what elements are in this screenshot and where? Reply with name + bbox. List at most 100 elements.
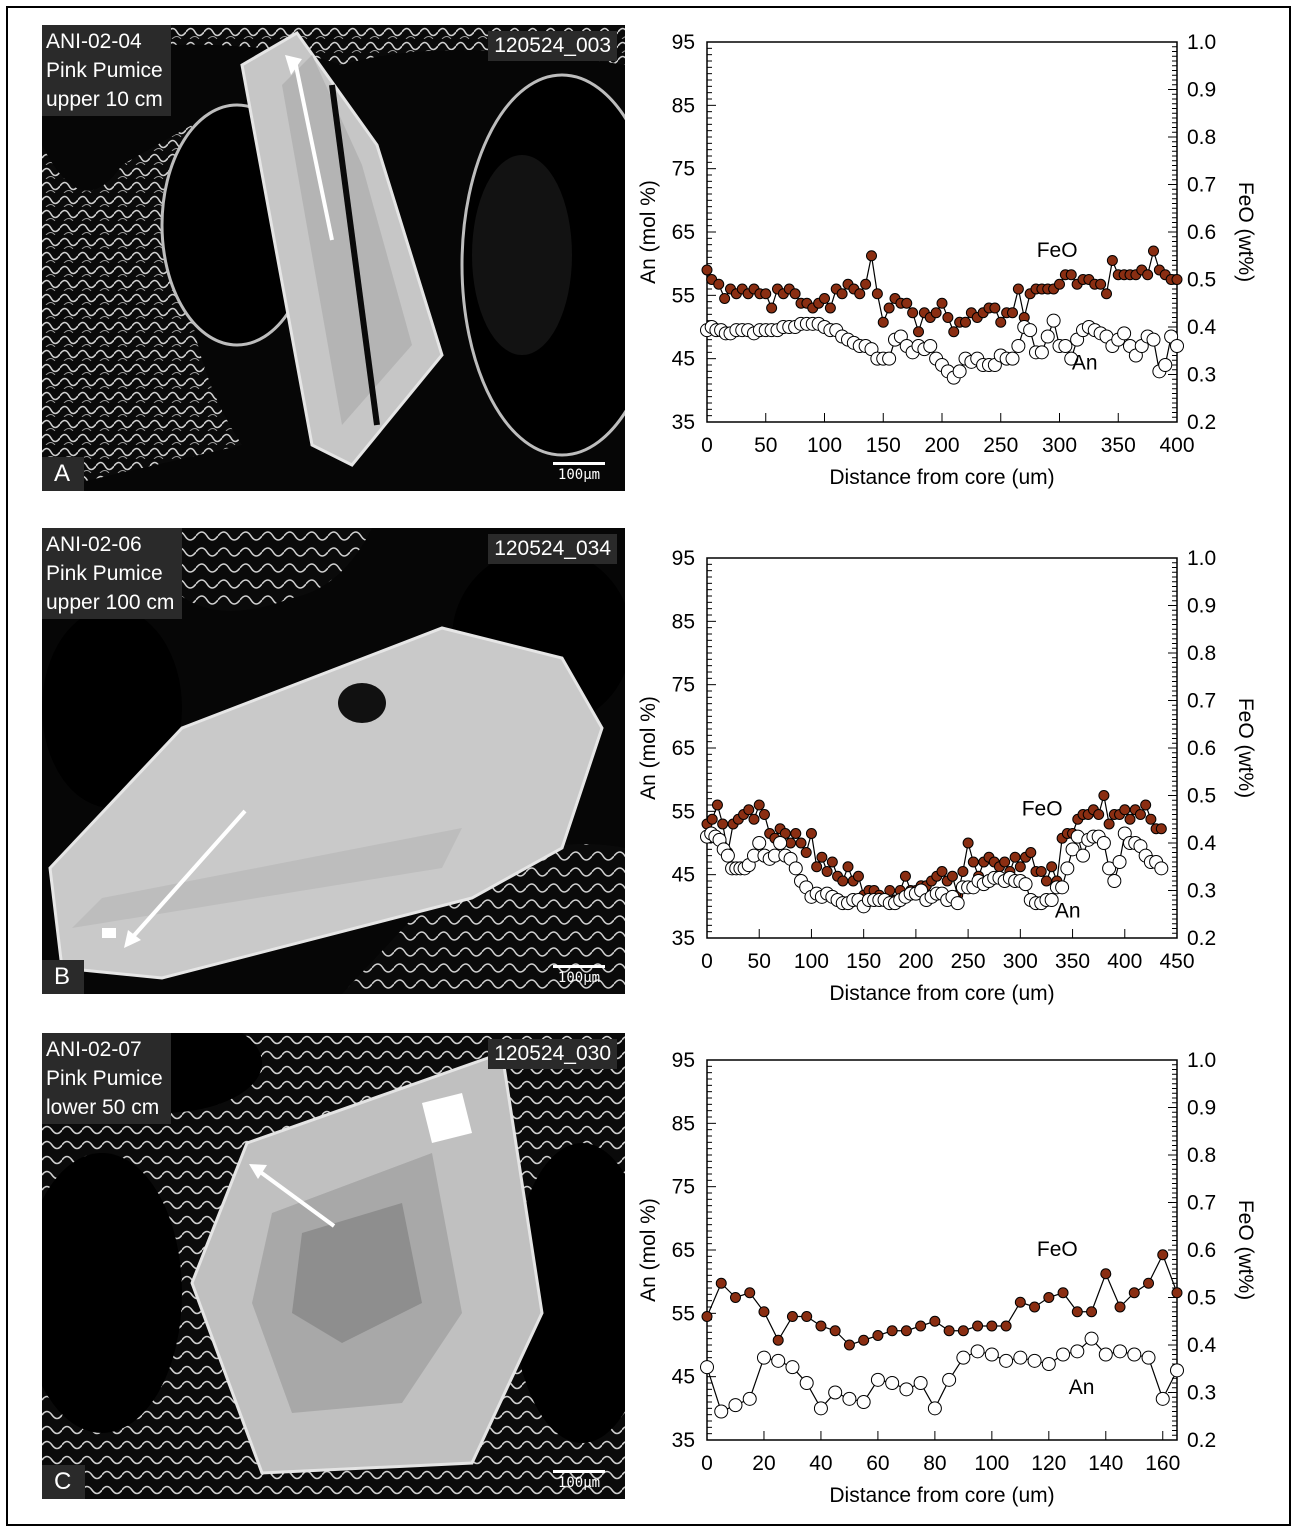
data-point-an	[1044, 893, 1059, 907]
scale-bar-a: 100μm	[553, 462, 605, 483]
sample-info-a: ANI-02-04 Pink Pumice upper 10 cm	[42, 25, 171, 116]
y-axis-title: An (mol %)	[637, 180, 660, 284]
panel-label-a: A	[42, 457, 85, 491]
data-point-feo	[811, 861, 823, 873]
chart-a: 0 50 100 150 200 250 300 350 400 35 45 55 65 75 85 95 0.…	[625, 22, 1297, 492]
data-point-feo	[748, 813, 760, 825]
x-axis-title: Distance from core (um)	[829, 466, 1054, 489]
data-point-feo	[877, 316, 889, 328]
y2-tick-label: 0.7	[1187, 1192, 1216, 1215]
y2-tick-label: 0.5	[1187, 1287, 1216, 1310]
data-point-feo	[854, 288, 866, 300]
data-point-feo	[744, 1287, 756, 1299]
y-tick-label: 95	[672, 31, 695, 54]
scale-label: 100μm	[557, 1475, 601, 1491]
data-point-an	[885, 1376, 900, 1390]
data-point-an	[1170, 339, 1184, 353]
data-point-an	[882, 351, 897, 366]
data-point-an	[1055, 880, 1070, 895]
data-point-feo	[1098, 790, 1110, 801]
data-point-an	[1046, 313, 1061, 328]
data-point-feo	[717, 818, 729, 830]
data-point-feo	[843, 1339, 855, 1351]
data-point-feo	[967, 856, 979, 868]
series-line-feo	[706, 1253, 1178, 1346]
data-point-an	[1141, 1350, 1156, 1365]
data-point-feo	[1134, 809, 1146, 820]
data-point-feo	[790, 828, 802, 839]
data-point-an	[923, 339, 938, 353]
data-point-an	[870, 1372, 885, 1387]
data-point-feo	[883, 302, 895, 314]
x-tick-label: 250	[983, 434, 1018, 457]
x-tick-label: 80	[923, 1452, 946, 1475]
data-point-an	[950, 896, 965, 911]
data-point-an	[1060, 861, 1075, 876]
y-tick-label: 35	[672, 1429, 695, 1452]
data-point-feo	[1171, 1287, 1183, 1299]
x-tick-label: 20	[752, 1452, 775, 1475]
data-point-feo	[936, 297, 948, 309]
data-point-an	[1023, 323, 1038, 338]
y-tick-label: 65	[672, 737, 695, 760]
x-tick-label: 150	[846, 950, 881, 973]
data-point-feo	[1093, 809, 1105, 820]
data-point-feo	[789, 288, 801, 300]
data-point-an	[1158, 358, 1173, 372]
data-point-feo	[1025, 847, 1037, 858]
image-id-a: 120524_003	[488, 31, 617, 61]
data-point-an	[1107, 874, 1122, 888]
chart-b: 0 50 100 150 200 250 300 350 400 450 35 45 55 65 75 85 9…	[625, 538, 1297, 1008]
sample-info-c: ANI-02-07 Pink Pumice lower 50 cm	[42, 1033, 171, 1124]
sample-id: ANI-02-07	[46, 1038, 142, 1061]
y-tick-label: 55	[672, 1302, 695, 1325]
data-point-feo	[913, 326, 924, 338]
y-tick-label: 85	[672, 94, 695, 117]
data-point-an	[1058, 339, 1073, 353]
x-tick-label: 150	[866, 434, 901, 457]
data-point-an	[1170, 1363, 1184, 1378]
y2-tick-label: 0.6	[1187, 221, 1216, 244]
data-point-feo	[1142, 269, 1154, 281]
y2-tick-label: 1.0	[1187, 547, 1216, 570]
y-tick-label: 75	[672, 674, 695, 697]
data-point-feo	[715, 1277, 727, 1289]
data-point-an	[1064, 351, 1079, 366]
data-point-an	[1011, 339, 1026, 353]
data-point-feo	[1157, 1249, 1169, 1261]
data-point-an	[752, 836, 767, 850]
data-point-feo	[1114, 1301, 1126, 1313]
data-point-feo	[999, 856, 1011, 868]
y2-tick-label: 0.7	[1187, 690, 1216, 713]
data-point-an	[1065, 842, 1080, 857]
data-point-feo	[1014, 1296, 1026, 1308]
data-point-feo	[766, 302, 778, 314]
data-point-an	[1018, 877, 1033, 892]
y2-tick-label: 0.6	[1187, 737, 1216, 760]
data-point-feo	[1040, 875, 1052, 887]
data-point-feo	[1014, 861, 1026, 873]
y-tick-label: 75	[672, 158, 695, 181]
y2-tick-label: 0.5	[1187, 785, 1216, 808]
series-label-an: An	[1072, 352, 1098, 375]
series-label-feo: FeO	[1037, 1238, 1078, 1261]
y2-tick-label: 0.7	[1187, 174, 1216, 197]
x-tick-label: 350	[1101, 434, 1136, 457]
plot-frame	[706, 1059, 1178, 1441]
y2-tick-label: 0.4	[1187, 832, 1217, 855]
y2-tick-label: 0.8	[1187, 642, 1216, 665]
y-tick-label: 45	[672, 864, 695, 887]
series-label-feo: FeO	[1022, 798, 1063, 821]
data-point-feo	[929, 1315, 941, 1327]
data-point-feo	[753, 799, 765, 811]
y2-tick-label: 0.6	[1187, 1239, 1216, 1262]
arrow-head-a	[285, 55, 302, 75]
data-point-an	[952, 364, 967, 379]
x-tick-label: 0	[701, 434, 713, 457]
x-tick-label: 250	[951, 950, 986, 973]
data-point-feo	[713, 278, 725, 290]
sem-image-c: ANI-02-07 Pink Pumice lower 50 cm 120524…	[42, 1033, 625, 1499]
sample-id: ANI-02-04	[46, 30, 142, 53]
data-point-an	[1117, 326, 1132, 341]
data-point-feo	[1171, 274, 1183, 285]
